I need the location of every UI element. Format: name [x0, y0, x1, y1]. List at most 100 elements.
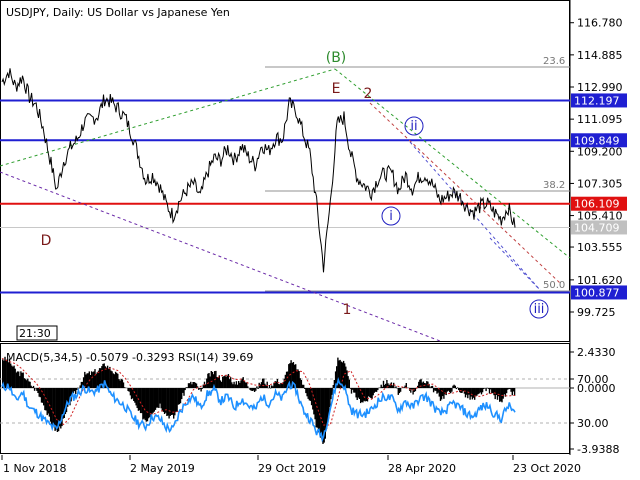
macd-bar: [139, 388, 142, 414]
macd-bar: [410, 388, 412, 393]
macd-bar: [73, 388, 76, 392]
wave-circle: [404, 116, 424, 136]
macd-bar: [452, 385, 454, 388]
macd-bar: [93, 371, 95, 388]
macd-bar: [315, 388, 317, 428]
indicator-label: 30.00: [577, 417, 609, 430]
macd-bar: [104, 366, 106, 388]
macd-bar: [136, 388, 138, 408]
macd-bar: [461, 388, 463, 393]
macd-bar: [20, 371, 22, 388]
macd-bar: [121, 379, 124, 388]
macd-bar: [273, 382, 275, 388]
macd-bar: [56, 388, 59, 432]
macd-bar: [70, 388, 72, 402]
macd-bar: [439, 388, 442, 401]
macd-bar: [90, 371, 93, 388]
macd-bar: [27, 378, 29, 388]
macd-bar: [224, 375, 226, 388]
macd-bar: [306, 388, 308, 397]
macd-bar: [44, 388, 46, 411]
macd-bar: [502, 388, 504, 399]
macd-bar: [468, 388, 470, 395]
macd-bar: [459, 388, 461, 393]
macd-bar: [350, 388, 353, 394]
macd-bar: [3, 360, 5, 388]
macd-bar: [101, 366, 103, 388]
wave-circle: [381, 206, 401, 226]
macd-bar: [162, 388, 165, 412]
macd-bar: [155, 388, 158, 408]
indicator-panel: [0, 356, 570, 444]
indicator-title: MACD(5,34,5) -0.5079 -0.3293 RSI(14) 39.…: [6, 351, 253, 364]
indicator-label: 0.0000: [577, 382, 616, 395]
macd-bar: [445, 388, 447, 396]
macd-bar: [124, 387, 126, 388]
rsi-line: [1, 376, 516, 443]
macd-bar: [477, 388, 479, 395]
macd-bar: [428, 383, 430, 388]
macd-bar: [320, 388, 322, 438]
macd-bar: [105, 367, 108, 388]
macd-bar: [37, 388, 39, 393]
macd-bar: [275, 381, 277, 388]
price-panel: 23.6 38.2 50.0: [0, 56, 571, 342]
macd-bar: [15, 372, 18, 388]
macd-bar: [244, 382, 247, 388]
macd-bar: [466, 388, 468, 395]
x-tick-3: 28 Apr 2020: [388, 462, 456, 475]
macd-bar: [344, 363, 346, 388]
macd-bar: [513, 388, 516, 396]
macd-bar: [181, 388, 183, 400]
macd-bar: [485, 388, 487, 392]
macd-bar: [447, 388, 450, 391]
macd-bar: [303, 384, 305, 388]
macd-bar: [212, 374, 215, 388]
macd-bar: [179, 388, 182, 404]
macd-bar: [280, 382, 282, 388]
macd-bar: [487, 388, 489, 389]
macd-bar: [339, 359, 341, 388]
macd-bar: [338, 360, 340, 388]
macd-bar: [496, 388, 499, 400]
macd-bar: [266, 381, 268, 388]
macd-bar: [22, 372, 24, 388]
macd-bar: [488, 388, 491, 394]
fib-label: 50.0: [543, 280, 565, 291]
macd-bar: [348, 379, 350, 388]
macd-bar: [481, 388, 484, 393]
macd-bar: [421, 382, 423, 388]
macd-bar: [30, 385, 32, 388]
price-label-bg: [571, 285, 627, 300]
macd-bar: [389, 383, 391, 388]
macd-bar: [370, 388, 372, 399]
macd-bar: [116, 372, 118, 388]
macd-bar: [382, 380, 385, 388]
macd-bar: [133, 388, 135, 401]
macd-bar: [49, 388, 52, 422]
macd-bar: [489, 388, 492, 390]
macd-bar: [446, 388, 448, 392]
price-label: 111.095: [577, 113, 623, 126]
macd-bar: [127, 388, 129, 391]
macd-bar: [63, 388, 65, 418]
macd-bar: [109, 366, 111, 388]
macd-bar: [307, 388, 309, 399]
macd-bar: [251, 388, 254, 391]
macd-bar: [31, 387, 33, 388]
macd-bar: [336, 366, 338, 388]
macd-bar: [43, 388, 45, 406]
macd-bar: [230, 377, 232, 388]
macd-bar: [293, 364, 296, 388]
macd-bar: [366, 388, 369, 402]
macd-bar: [4, 356, 6, 388]
macd-bar: [98, 368, 101, 388]
indicator-label: -3.9388: [577, 443, 619, 456]
macd-bar: [334, 371, 337, 388]
macd-bar: [417, 385, 419, 388]
price-label: 114.885: [577, 49, 623, 62]
macd-bar: [255, 388, 257, 391]
macd-bar: [405, 383, 407, 388]
macd-bar: [185, 387, 187, 388]
macd-bar: [219, 380, 222, 388]
